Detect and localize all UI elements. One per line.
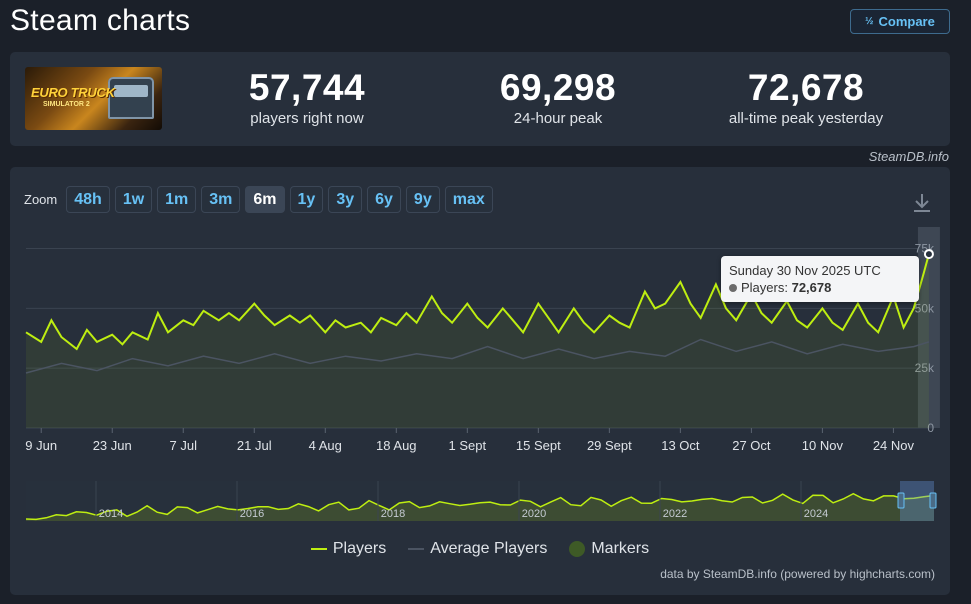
zoom-button-1y[interactable]: 1y (289, 186, 324, 213)
chart-panel: Zoom 48h 1w 1m 3m 6m 1y 3y 6y 9y max 025… (10, 167, 950, 595)
x-tick-label: 1 Sept (449, 438, 487, 453)
zoom-button-1m[interactable]: 1m (157, 186, 197, 213)
navigator[interactable]: 2014 2016 2018 2020 2022 2024 (25, 481, 937, 521)
tooltip-series-dot (729, 284, 737, 292)
fraction-icon: ½ (865, 15, 874, 27)
y-tick-label: 50k (915, 301, 935, 315)
x-tick-label: 15 Sept (516, 438, 561, 453)
x-tick-label: 27 Oct (732, 438, 771, 453)
navigator-handle-right[interactable] (929, 492, 937, 509)
legend-line-icon (310, 548, 327, 550)
stats-panel: EURO TRUCK SIMULATOR 2 57,744 players ri… (10, 52, 950, 146)
stat-24h-peak: 69,298 24-hour peak (433, 67, 683, 127)
stat-value: 57,744 (248, 67, 366, 108)
legend-item-markers[interactable]: Markers (569, 540, 649, 558)
tooltip-date: Sunday 30 Nov 2025 UTC (729, 263, 881, 278)
compare-button[interactable]: ½ Compare (850, 9, 950, 34)
truck-graphic (108, 77, 154, 119)
logo-subtext: SIMULATOR 2 (43, 101, 90, 108)
legend-line-icon (408, 548, 425, 550)
zoom-button-3y[interactable]: 3y (328, 186, 363, 213)
stat-players-now: 57,744 players right now (182, 67, 432, 127)
steamdb-credit[interactable]: SteamDB.info (868, 149, 949, 164)
x-tick-label: 7 Jul (170, 438, 198, 453)
y-tick-label: 25k (915, 361, 935, 375)
players-line (25, 253, 930, 351)
navigator-year-label: 2016 (240, 508, 264, 520)
navigator-year-label: 2022 (663, 508, 687, 520)
navigator-selection[interactable] (900, 481, 934, 521)
x-tick-label: 9 Jun (25, 438, 57, 453)
legend-label: Players (332, 540, 387, 557)
x-tick-label: 10 Nov (802, 438, 844, 453)
stat-label: all-time peak yesterday (728, 110, 884, 127)
compare-label: Compare (878, 14, 935, 29)
average-players-line (25, 338, 930, 374)
navigator-background (26, 481, 934, 521)
navigator-year-label: 2024 (804, 508, 828, 520)
zoom-button-1w[interactable]: 1w (114, 186, 153, 213)
zoom-button-max[interactable]: max (444, 186, 493, 213)
zoom-row: Zoom 48h 1w 1m 3m 6m 1y 3y 6y 9y max (24, 186, 493, 213)
chart-tooltip: Sunday 30 Nov 2025 UTC Players: 72,678 (721, 256, 919, 302)
x-tick-label: 13 Oct (661, 438, 700, 453)
zoom-button-3m[interactable]: 3m (201, 186, 241, 213)
navigator-area (26, 493, 934, 521)
legend-item-average[interactable]: Average Players (408, 540, 547, 558)
navigator-year-label: 2018 (381, 508, 405, 520)
zoom-button-6m[interactable]: 6m (245, 186, 285, 213)
y-tick-label: 0 (927, 421, 934, 435)
legend-dot-icon (569, 541, 586, 557)
logo-text: EURO TRUCK (31, 85, 115, 100)
x-tick-label: 21 Jul (237, 438, 272, 453)
zoom-button-48h[interactable]: 48h (66, 186, 110, 213)
download-icon[interactable] (913, 193, 931, 213)
tooltip-value: 72,678 (791, 280, 832, 295)
x-tick-label: 23 Jun (93, 438, 132, 453)
x-tick-label: 18 Aug (376, 438, 417, 453)
data-credit: data by SteamDB.info (powered by highcha… (660, 567, 935, 581)
page-title: Steam charts (10, 4, 191, 37)
hover-point (923, 249, 934, 260)
legend-item-players[interactable]: Players (310, 540, 387, 558)
stat-label: 24-hour peak (513, 110, 603, 127)
stat-value: 72,678 (747, 67, 865, 108)
x-tick-label: 24 Nov (873, 438, 915, 453)
navigator-handle-left[interactable] (897, 492, 905, 509)
game-logo[interactable]: EURO TRUCK SIMULATOR 2 (25, 67, 162, 130)
stat-value: 69,298 (499, 67, 617, 108)
chart-legend: Players Average Players Markers (10, 540, 950, 558)
legend-label: Average Players (430, 540, 548, 557)
zoom-button-6y[interactable]: 6y (367, 186, 401, 213)
stat-label: players right now (250, 110, 364, 127)
tooltip-row: Players: 72,678 (729, 279, 911, 297)
x-tick-label: 29 Sept (587, 438, 632, 453)
navigator-line (25, 492, 935, 521)
zoom-button-9y[interactable]: 9y (405, 186, 440, 213)
tooltip-series: Players (741, 280, 785, 295)
x-tick-label: 4 Aug (309, 438, 342, 453)
legend-label: Markers (591, 540, 650, 557)
stat-all-time-peak: 72,678 all-time peak yesterday (681, 67, 931, 127)
navigator-year-label: 2020 (522, 508, 546, 520)
zoom-label: Zoom (24, 192, 58, 207)
navigator-year-label: 2014 (99, 508, 123, 520)
players-area (26, 254, 929, 428)
